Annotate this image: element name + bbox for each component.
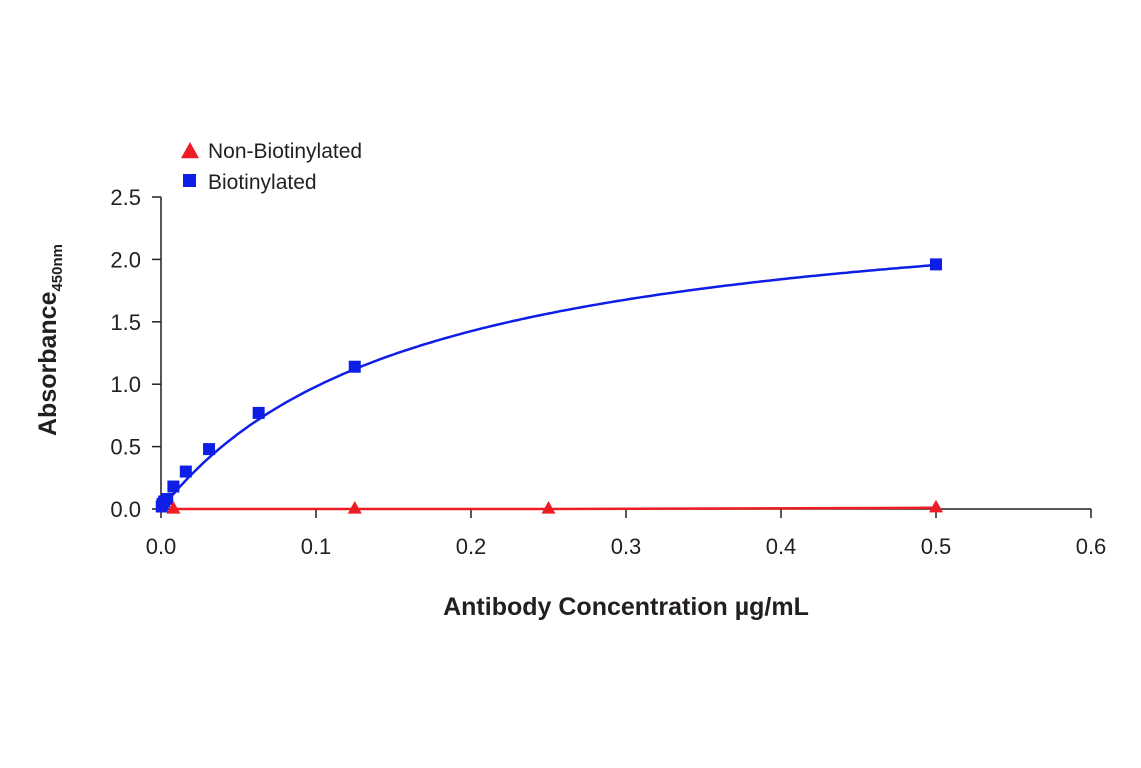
y-tick-label: 1.0	[110, 372, 141, 397]
x-axis-title: Antibody Concentration µg/mL	[443, 593, 809, 621]
y-axis-title-subscript: 450nm	[49, 244, 66, 292]
data-point-biotinylated	[930, 258, 942, 271]
data-point-non-biotinylated	[347, 501, 362, 514]
legend: Non-Biotinylated Biotinylated	[181, 140, 362, 194]
y-tick-label: 0.5	[110, 435, 141, 460]
y-tick-label: 2.5	[110, 185, 141, 210]
x-tick-label: 0.5	[921, 534, 952, 559]
x-tick-label: 0.3	[611, 534, 642, 559]
data-point-biotinylated	[252, 406, 265, 419]
series-line-biotinylated	[160, 263, 937, 510]
x-tick-label: 0.0	[146, 534, 177, 559]
data-point-non-biotinylated	[166, 501, 181, 514]
y-tick-label: 1.5	[110, 310, 141, 335]
y-ticks: 0.0 0.5 1.0 1.5 2.0 2.5	[110, 185, 161, 522]
data-point-biotinylated	[348, 360, 361, 373]
data-point-biotinylated	[203, 443, 216, 456]
axes	[160, 197, 1091, 510]
data-point-non-biotinylated	[929, 499, 943, 513]
x-tick-label: 0.1	[301, 534, 332, 559]
y-tick-label: 2.0	[110, 247, 141, 272]
y-tick-label: 0.0	[110, 497, 141, 522]
data-point-non-biotinylated	[541, 501, 556, 514]
legend-marker-non-biotinylated	[181, 142, 199, 159]
x-tick-label: 0.2	[456, 534, 487, 559]
data-point-biotinylated	[161, 493, 174, 506]
legend-label-biotinylated: Biotinylated	[208, 171, 317, 194]
legend-label-non-biotinylated: Non-Biotinylated	[208, 140, 362, 163]
legend-marker-biotinylated	[183, 174, 196, 187]
x-tick-label: 0.6	[1076, 534, 1107, 559]
x-ticks: 0.0 0.1 0.2 0.3 0.4 0.5 0.6	[146, 509, 1107, 559]
series-line-non-biotinylated	[173, 506, 937, 511]
data-point-biotinylated	[179, 465, 192, 478]
x-tick-label: 0.4	[766, 534, 797, 559]
data-point-biotinylated	[167, 480, 180, 493]
series-curves	[160, 263, 937, 511]
series-markers	[155, 258, 943, 514]
y-axis-title: Absorbance450nm	[34, 244, 66, 436]
y-axis-title-main: Absorbance	[34, 291, 62, 436]
